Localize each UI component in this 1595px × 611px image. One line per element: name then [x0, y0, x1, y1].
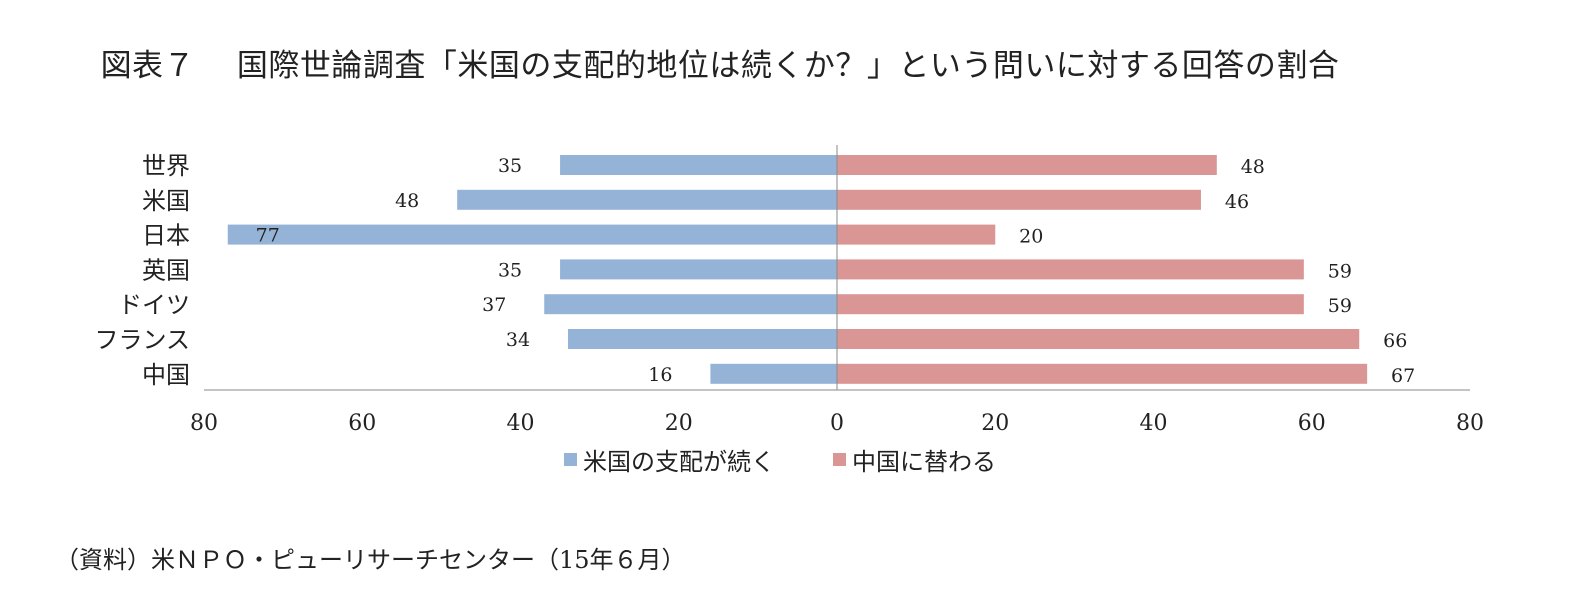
- bar-right: [837, 189, 1201, 210]
- bar-left: [710, 363, 837, 384]
- bar-left: [567, 329, 837, 349]
- legend-label: 米国の支配が続く: [583, 448, 775, 476]
- axes-group: 80 60 40 20 0 20 40 60 80: [190, 145, 1484, 436]
- x-tick-label: 60: [348, 411, 376, 436]
- category-label: 日本: [142, 222, 190, 250]
- category-label: 英国: [142, 256, 190, 284]
- x-tick-label: 80: [1456, 411, 1484, 436]
- source-note: （資料）米ＮＰＯ・ピューリサーチセンター（15年６月）: [55, 546, 686, 574]
- bar-right-value: 59: [1328, 260, 1352, 282]
- bar-right: [837, 329, 1360, 349]
- legend-swatch: [564, 453, 577, 466]
- bar-left: [544, 294, 837, 315]
- bar-right: [837, 224, 996, 245]
- bar-right-value: 66: [1383, 330, 1407, 352]
- bar-right: [837, 155, 1217, 175]
- x-tick-label: 60: [1298, 411, 1326, 436]
- bar-left-value: 37: [482, 294, 506, 316]
- bar-right: [837, 363, 1368, 384]
- labels-group: 世界 35 48 米国 48 46 日本 77 20 英国 35 59 ドイツ 37 59 フランス 34 66 中…: [94, 152, 1415, 389]
- x-tick-label: 20: [665, 411, 693, 436]
- bar-left-value: 16: [648, 364, 672, 386]
- bar-right: [837, 259, 1304, 280]
- bar-right-value: 20: [1019, 226, 1043, 248]
- bar-left-value: 34: [506, 329, 530, 351]
- legend-label: 中国に替わる: [852, 448, 996, 476]
- legend: 米国の支配が続く 中国に替わる: [564, 448, 996, 476]
- bar-left: [227, 224, 838, 245]
- x-tick-label: 80: [190, 411, 218, 436]
- bars-group: [227, 155, 1368, 384]
- bar-left-value: 35: [498, 259, 522, 281]
- chart-title: 図表７ 国際世論調査「米国の支配的地位は続くか？」という問いに対する回答の割合: [100, 48, 1340, 84]
- category-label: ドイツ: [118, 291, 190, 319]
- bar-left-value: 48: [395, 190, 419, 212]
- x-tick-label: 0: [830, 411, 844, 436]
- bar-left-value: 77: [256, 225, 280, 247]
- x-tick-label: 40: [1140, 411, 1168, 436]
- legend-swatch: [833, 453, 846, 466]
- bar-left: [560, 155, 837, 175]
- bar-left-value: 35: [498, 155, 522, 177]
- bar-right-value: 67: [1391, 365, 1415, 387]
- category-label: 米国: [142, 187, 190, 215]
- bar-right-value: 59: [1328, 295, 1352, 317]
- bar-left: [457, 189, 837, 210]
- category-label: フランス: [94, 326, 190, 354]
- bar-right-value: 48: [1241, 156, 1265, 178]
- category-label: 世界: [142, 152, 190, 180]
- bar-right: [837, 294, 1304, 315]
- bar-left: [560, 259, 837, 280]
- bar-right-value: 46: [1225, 191, 1249, 213]
- category-label: 中国: [142, 361, 190, 389]
- x-tick-label: 40: [507, 411, 535, 436]
- x-tick-label: 20: [981, 411, 1009, 436]
